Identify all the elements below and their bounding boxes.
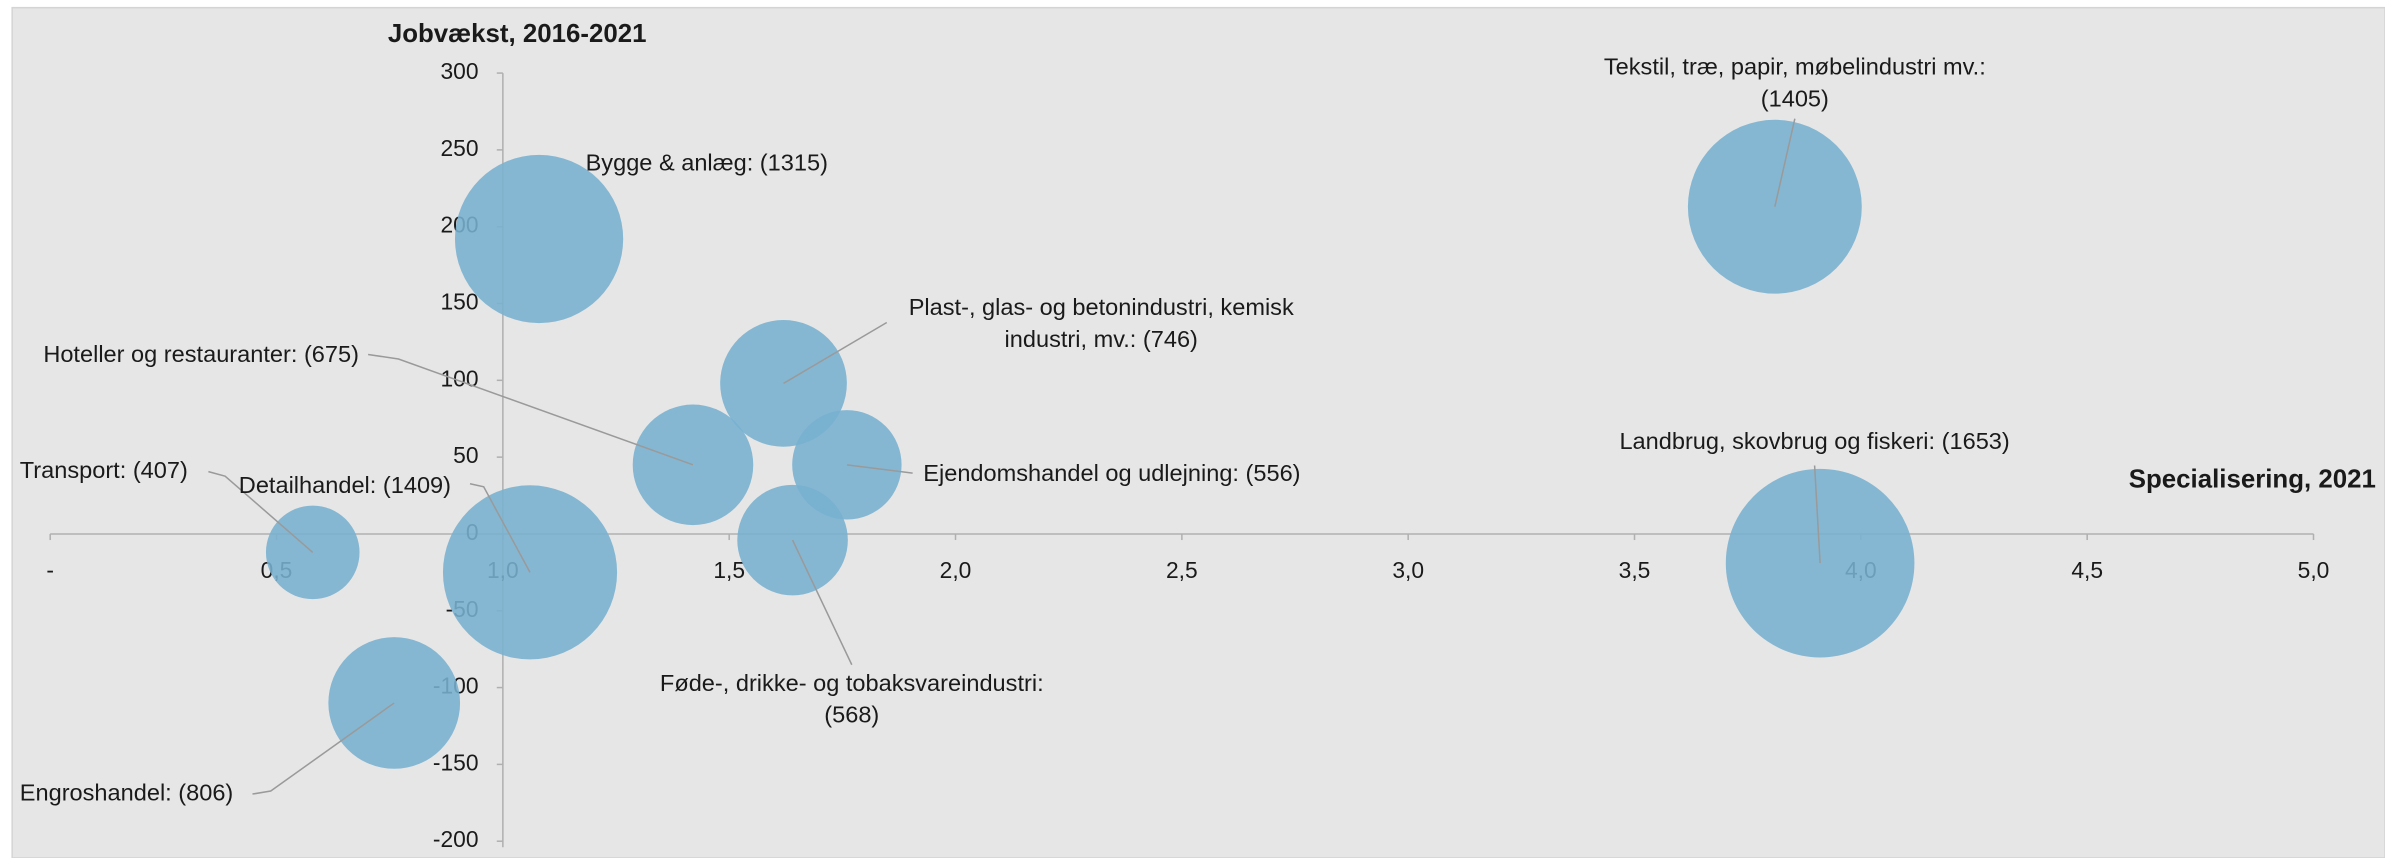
leader-line [208,470,314,553]
x-tick-label: 2,0 [940,557,972,583]
bubble-label: Føde-, drikke- og tobaksvareindustri: [660,670,1044,696]
leader-line [1813,465,1821,564]
y-tick-label: 50 [453,442,478,468]
y-tick-label: 100 [440,365,478,391]
y-tick-label: 300 [440,58,478,84]
bubble-label: Bygge & anlæg: (1315) [586,150,828,176]
leader-line [783,321,888,385]
y-tick-label: 150 [440,289,478,315]
y-tick-label: -200 [433,826,479,852]
bubble-label: (1405) [1761,86,1829,112]
bubble-label: Landbrug, skovbrug og fiskeri: (1653) [1619,428,2009,454]
bubble-label: (568) [824,702,879,728]
x-tick-label: 1,5 [713,557,745,583]
x-tick-label: 4,5 [2071,557,2103,583]
bubble-label: Tekstil, træ, papir, møbelindustri mv.: [1604,54,1986,80]
bubble-label: Hoteller og restauranter: (675) [43,341,359,367]
leader-line [469,483,531,573]
x-tick-label: 2,5 [1166,557,1198,583]
x-axis-title: Specialisering, 2021 [2129,466,2376,494]
x-tick-label: 3,5 [1619,557,1651,583]
bubble [265,505,360,600]
y-tick-label: -150 [433,749,479,775]
leader-line [252,702,395,795]
bubble [454,154,624,324]
bubble [328,637,461,769]
bubble-label: Engroshandel: (806) [20,779,234,805]
x-tick-label: - [46,557,54,583]
y-tick-label: 250 [440,135,478,161]
bubble-label: industri, mv.: (746) [1005,326,1198,352]
x-tick-label: 3,0 [1392,557,1424,583]
leader-line [367,353,694,466]
leader-line [1774,118,1796,207]
y-axis-title: Jobvækst, 2016-2021 [388,20,647,48]
bubble-label: Ejendomshandel og udlejning: (556) [923,460,1300,486]
x-tick-label: 5,0 [2298,557,2330,583]
bubble-label: Plast-, glas- og betonindustri, kemisk [909,294,1294,320]
leader-line [846,464,913,474]
bubble-label: Detailhandel: (1409) [239,472,451,498]
leader-line [791,539,853,666]
bubble-label: Transport: (407) [20,457,188,483]
